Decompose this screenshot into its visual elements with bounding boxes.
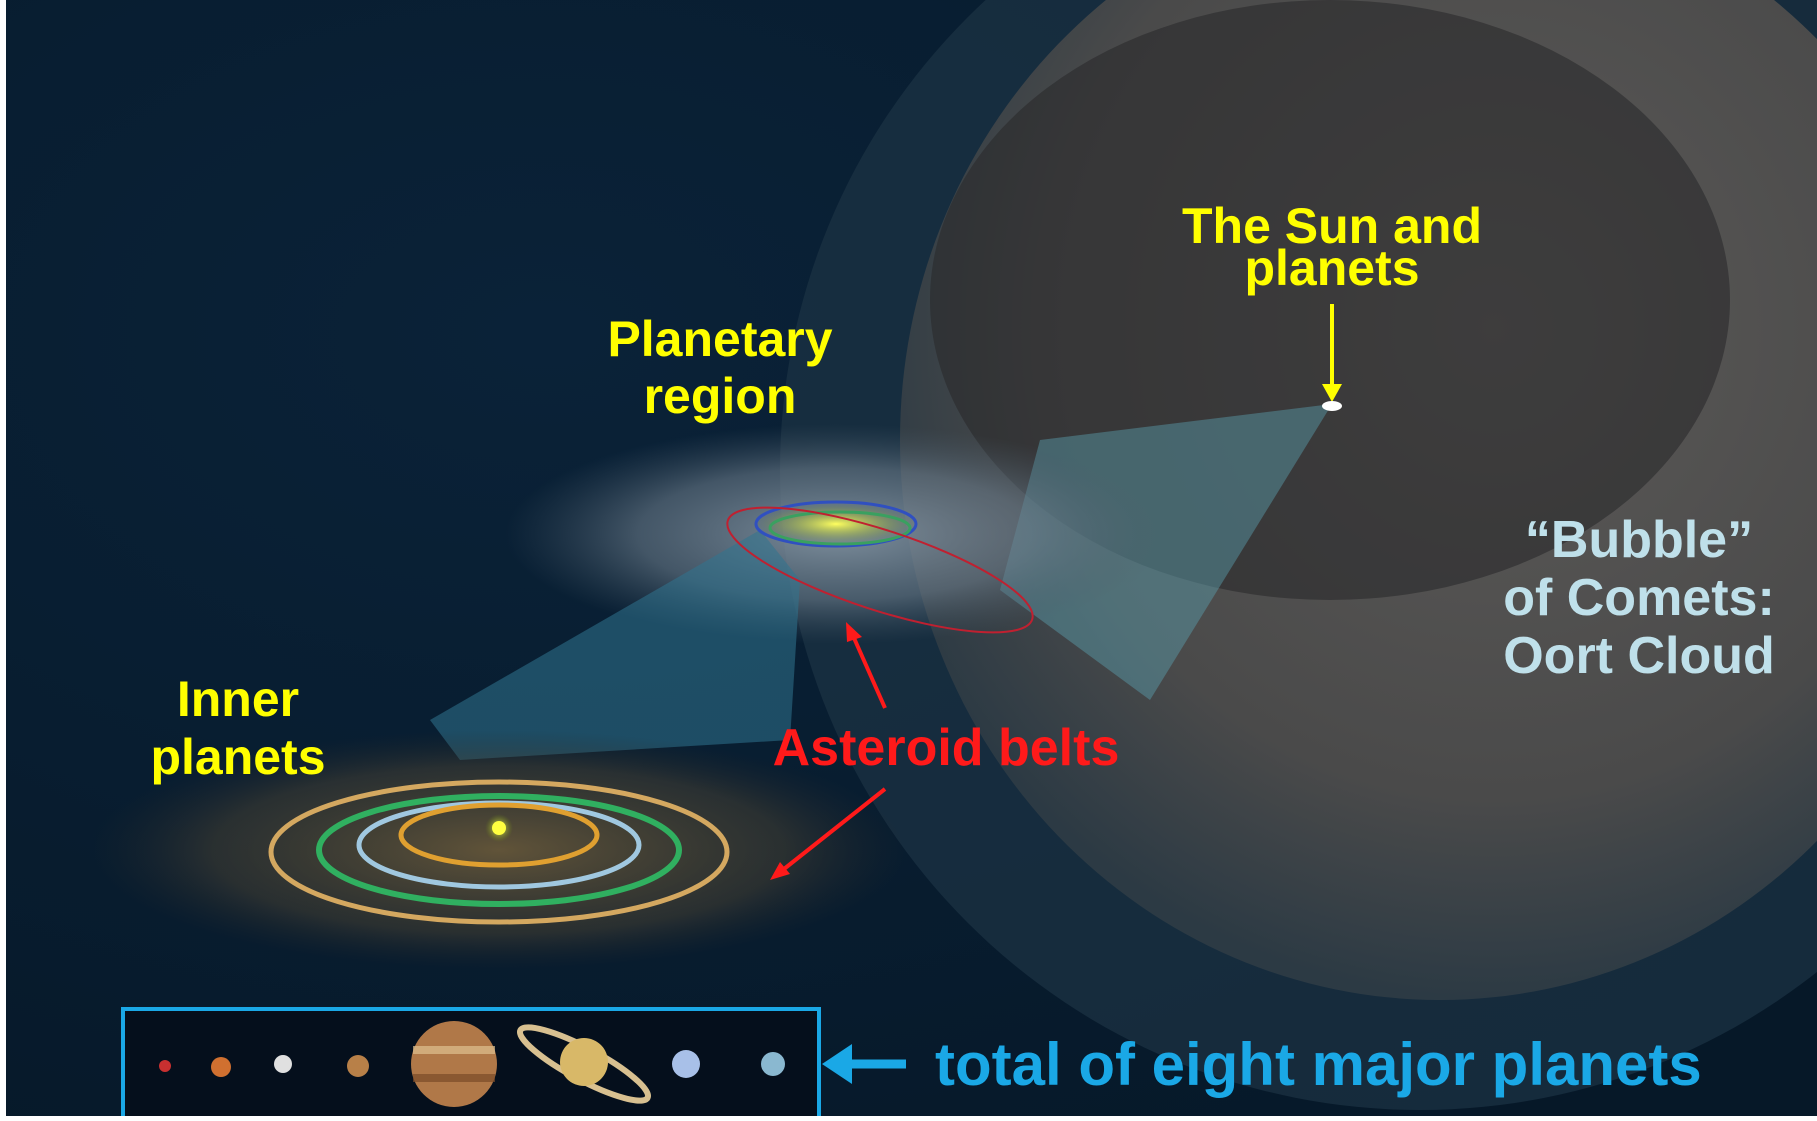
planet	[411, 1021, 497, 1107]
solar-system-dot	[1322, 401, 1342, 411]
sun	[492, 821, 506, 835]
planet-band	[413, 1074, 495, 1082]
label: “Bubble”	[1525, 511, 1753, 569]
planet	[672, 1050, 700, 1078]
left-edge	[0, 0, 6, 1116]
label: of Comets:	[1503, 569, 1775, 627]
label: planets	[150, 729, 325, 785]
planet	[347, 1055, 369, 1077]
label: planets	[1244, 240, 1419, 296]
label: Inner	[177, 671, 299, 727]
planet	[761, 1052, 785, 1076]
planet-band	[413, 1046, 495, 1054]
diagram: The Sun and planets Planetary region Inn…	[0, 0, 1817, 1116]
planet	[211, 1057, 231, 1077]
planet	[274, 1055, 292, 1073]
label: Oort Cloud	[1503, 627, 1775, 685]
caption: total of eight major planets	[935, 1031, 1702, 1098]
label: Asteroid belts	[773, 719, 1120, 777]
planet	[159, 1060, 171, 1072]
label: Planetary	[607, 311, 832, 367]
label: region	[644, 368, 797, 424]
planet	[560, 1038, 608, 1086]
